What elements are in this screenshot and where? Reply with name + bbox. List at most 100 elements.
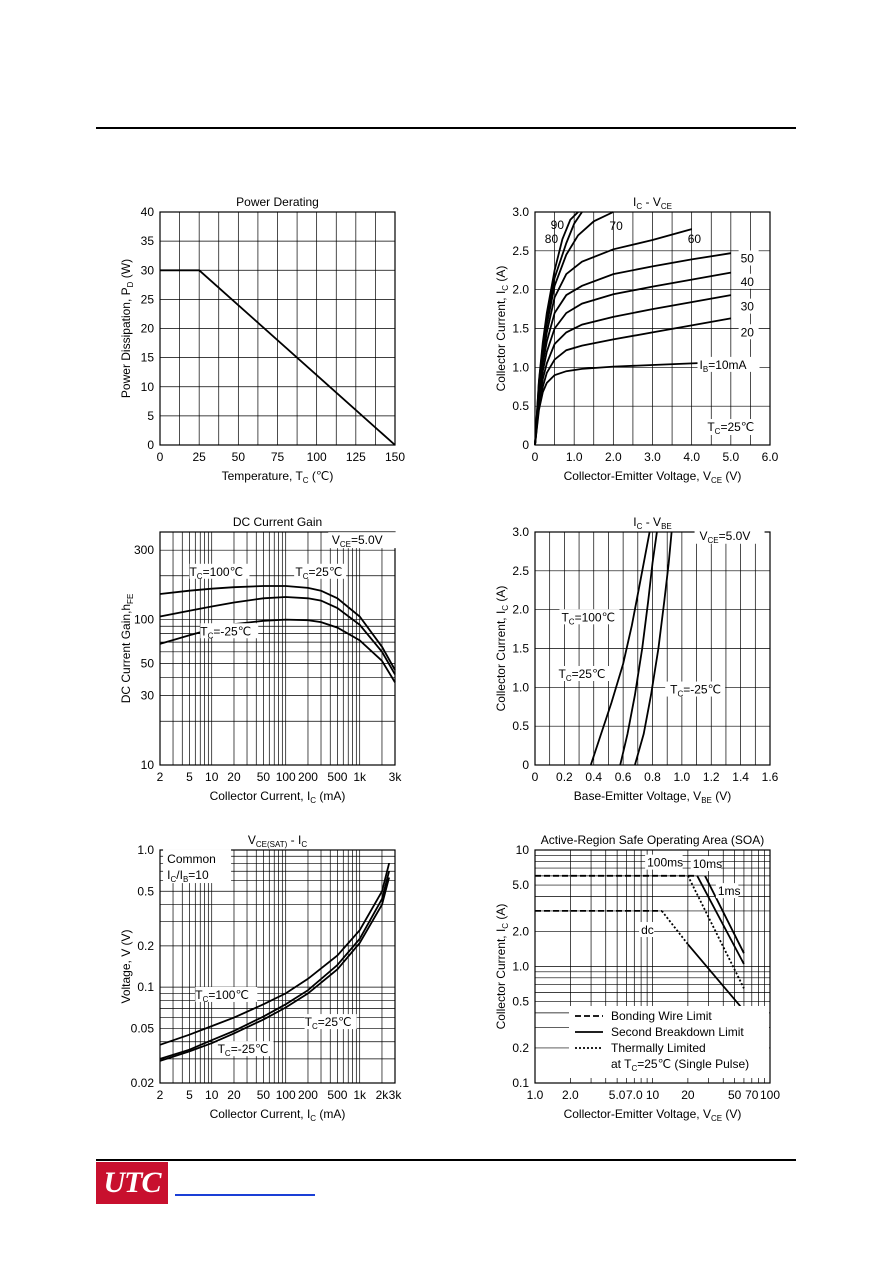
series-line: [534, 317, 731, 446]
curve-label: 10ms: [693, 857, 722, 871]
x-tick-label: 1k: [353, 1088, 367, 1102]
label-bg: [200, 623, 259, 639]
y-tick-label: 2.0: [512, 603, 529, 617]
x-tick-label: 200: [298, 770, 318, 784]
x-tick-label: 1.2: [703, 770, 720, 784]
y-tick-label: 0.05: [131, 1021, 155, 1035]
series-group: [534, 211, 731, 446]
series-label: TC=25℃: [295, 565, 342, 581]
y-tick-label: 0.2: [137, 939, 154, 953]
annotation-bg: [163, 849, 232, 884]
series-line: [160, 269, 396, 446]
x-tick-label: 50: [257, 1088, 271, 1102]
y-tick-label: 10: [141, 380, 155, 394]
series-line: [534, 211, 579, 446]
x-tick-label: 75: [271, 450, 285, 464]
y-tick-label: 0.1: [137, 980, 154, 994]
x-tick-label: 50: [257, 770, 271, 784]
x-tick-label: 5.0: [722, 450, 739, 464]
curve-label: 30: [741, 300, 755, 314]
y-axis-label: Collector Current, IC (A): [494, 904, 510, 1030]
y-tick-label: 35: [141, 234, 155, 248]
chart-title: VCE(SAT) - IC: [248, 833, 307, 849]
x-tick-label: 6.0: [762, 450, 779, 464]
series-line: [159, 877, 390, 1062]
series-group: [535, 874, 745, 1011]
y-tick-label: 0.5: [512, 995, 529, 1009]
series-label: TC=-25℃: [200, 624, 251, 640]
label-bg: [645, 854, 683, 870]
curve-label: 20: [741, 325, 755, 339]
curve-label: 80: [545, 232, 559, 246]
x-tick-label: 0: [532, 770, 539, 784]
y-tick-label: 3.0: [512, 205, 529, 219]
label-bg: [665, 681, 726, 697]
y-tick-label: 5: [147, 409, 154, 423]
label-bg: [738, 298, 759, 314]
chart-annotation: VCE=5.0V: [332, 533, 383, 549]
x-tick-label: 20: [681, 1088, 695, 1102]
footer-link[interactable]: [175, 1194, 315, 1196]
y-tick-label: 100: [134, 613, 154, 627]
y-tick-label: 1.0: [512, 960, 529, 974]
x-tick-label: 0.4: [585, 770, 602, 784]
x-tick-label: 2.0: [562, 1088, 579, 1102]
x-tick-label: 1.4: [732, 770, 749, 784]
curve-label: 70: [609, 219, 623, 233]
chart-annotation: VCE=5.0V: [700, 529, 751, 545]
x-axis-label: Collector Current, IC (mA): [210, 789, 346, 805]
x-tick-label: 10: [646, 1088, 660, 1102]
series-label: TC=100℃: [195, 988, 249, 1004]
x-axis-label: Collector-Emitter Voltage, VCE (V): [564, 1107, 742, 1123]
x-tick-label: 1k: [353, 770, 367, 784]
series-line: [661, 910, 689, 945]
plot-frame: [159, 531, 396, 766]
y-tick-label: 1.0: [137, 843, 154, 857]
x-tick-label: 4.0: [683, 450, 700, 464]
curve-label: 60: [688, 232, 702, 246]
series-line: [687, 943, 745, 1011]
y-tick-label: 0.5: [512, 399, 529, 413]
series-line: [159, 585, 396, 671]
x-tick-label: 5.0: [609, 1088, 626, 1102]
label-bg: [195, 986, 258, 1002]
y-tick-label: 0.5: [137, 884, 154, 898]
plot-frame: [534, 211, 771, 446]
x-tick-label: 70: [745, 1088, 759, 1102]
legend-label: Thermally Limited: [611, 1041, 706, 1055]
label-bg: [189, 563, 250, 579]
y-tick-label: 3.0: [512, 525, 529, 539]
utc-logo: UTC: [96, 1162, 168, 1204]
x-tick-label: 25: [192, 450, 206, 464]
chart-soa: 1.0 2.0 5.0 7.0 10 20 50 70 100 0.1 0.2 0.5 1.0 2.0 5.…: [470, 828, 800, 1138]
x-tick-label: 3k: [389, 770, 403, 784]
x-axis-label: Temperature, TC (℃): [222, 469, 334, 485]
chart-title: Active-Region Safe Operating Area (SOA): [541, 833, 764, 847]
x-tick-label: 500: [327, 770, 347, 784]
series-line: [159, 870, 390, 1060]
x-tick-label: 10: [205, 770, 219, 784]
chart-annotation: Common: [167, 852, 216, 866]
x-tick-label: 7.0: [626, 1088, 643, 1102]
x-axis-label: Base-Emitter Voltage, VBE (V): [574, 789, 731, 805]
x-tick-label: 1.0: [527, 1088, 544, 1102]
series-line: [687, 875, 745, 989]
x-tick-label: 10: [205, 1088, 219, 1102]
label-bg: [217, 1041, 274, 1057]
series-line: [159, 596, 396, 675]
x-tick-label: 2.0: [605, 450, 622, 464]
plot-frame: [159, 849, 396, 1084]
y-tick-label: 2.0: [512, 924, 529, 938]
y-tick-label: 300: [134, 543, 154, 557]
annotation-bg: [705, 419, 764, 436]
label-bg: [294, 563, 347, 579]
series-line: [704, 875, 745, 954]
series-label: TC=100℃: [189, 565, 243, 581]
y-tick-label: 50: [141, 656, 155, 670]
chart-ic-vce: 0 1.0 2.0 3.0 4.0 5.0 6.0 0 0.5 1.0 1.5 2.0 2.5 3.0 IC…: [470, 190, 800, 500]
x-tick-label: 1.0: [674, 770, 691, 784]
y-tick-label: 0: [147, 438, 154, 452]
series-line: [159, 863, 390, 1046]
curve-label: 50: [741, 251, 755, 265]
curve-label: 1ms: [718, 884, 741, 898]
